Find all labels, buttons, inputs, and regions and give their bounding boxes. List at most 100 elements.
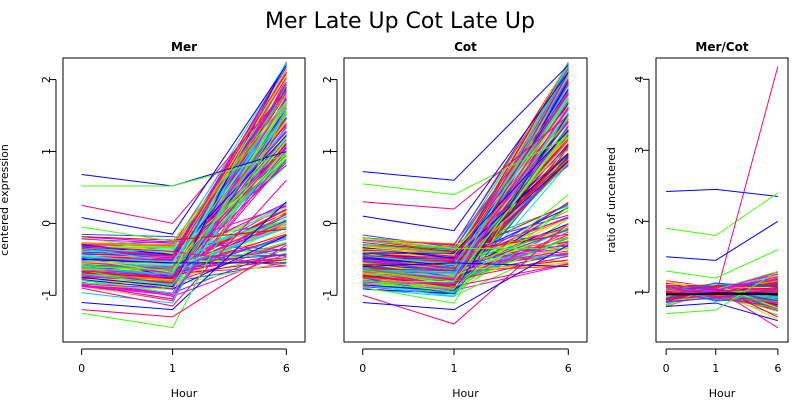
series-line (81, 258, 287, 264)
series-line (666, 270, 779, 315)
series-line (362, 95, 569, 266)
series-line (666, 286, 778, 303)
series-line (81, 143, 287, 280)
series-line (362, 72, 569, 232)
plot-frame (343, 57, 588, 343)
series-line (81, 154, 287, 187)
series-line (362, 163, 569, 297)
y-tick-label: 1 (321, 148, 334, 155)
x-tick-label: 6 (565, 362, 572, 375)
series-line (362, 231, 569, 285)
y-axis-label: ratio of uncentered (605, 147, 618, 253)
series-line (81, 100, 287, 242)
series-line (666, 283, 779, 309)
series-line (81, 228, 287, 241)
series-line (81, 149, 287, 295)
series-lines (362, 61, 569, 325)
series-line (81, 131, 287, 259)
series-line (666, 188, 778, 197)
x-axis-label: Hour (171, 387, 198, 400)
series-line (81, 233, 287, 257)
series-line (666, 302, 778, 322)
series-line (81, 244, 287, 318)
series-line (81, 84, 287, 304)
series-line (81, 117, 287, 268)
panel-mer: Mer -1 0 1 2 0 1 6 Hour centered expression (0, 40, 306, 400)
plot-frame (62, 57, 306, 343)
y-tick-label: 2 (40, 76, 53, 83)
series-line (81, 64, 287, 235)
series-line (362, 64, 569, 181)
panel-title: Mer/Cot (695, 40, 748, 54)
figure-title: Mer Late Up Cot Late Up (265, 9, 535, 34)
y-tick-label: 2 (321, 76, 334, 83)
series-line (362, 217, 569, 257)
series-line (81, 201, 287, 311)
series-line (362, 89, 569, 267)
series-line (362, 93, 569, 260)
x-tick-label: 0 (78, 362, 85, 375)
series-lines (81, 61, 287, 329)
x-axis-label: Hour (452, 387, 479, 400)
series-line (362, 233, 569, 253)
series-line (81, 245, 287, 267)
x-axis-label: Hour (709, 387, 736, 400)
series-line (81, 111, 287, 329)
series-line (666, 249, 779, 279)
series-line (81, 72, 287, 257)
x-tick-label: 1 (712, 362, 719, 375)
y-tick-label: 4 (633, 76, 646, 83)
series-line (81, 104, 287, 246)
series-line (362, 228, 569, 272)
y-tick-label: 3 (633, 147, 646, 154)
series-line (81, 107, 287, 263)
series-line (666, 192, 779, 237)
y-tick-label: -1 (321, 290, 334, 301)
series-line (81, 96, 287, 290)
y-tick-label: 2 (633, 218, 646, 225)
series-line (362, 237, 569, 250)
x-tick-label: 6 (283, 362, 290, 375)
series-line (362, 115, 569, 210)
series-lines (665, 66, 779, 329)
series-line (362, 244, 569, 311)
series-line (666, 288, 778, 293)
y-tick-label: 0 (321, 220, 334, 227)
series-line (81, 94, 287, 247)
x-tick-label: 0 (663, 362, 670, 375)
series-line (666, 220, 779, 261)
series-line (362, 194, 569, 289)
plot-frame (655, 57, 789, 343)
series-line (666, 286, 778, 302)
series-line (81, 90, 287, 224)
series-line (362, 132, 569, 282)
y-tick-label: 1 (40, 148, 53, 155)
series-line (362, 112, 569, 275)
series-line (81, 179, 287, 307)
series-line (362, 136, 569, 196)
y-tick-label: 0 (40, 220, 53, 227)
x-tick-label: 1 (450, 362, 457, 375)
panel-title: Cot (454, 40, 477, 54)
panel-cot: Cot -1 0 1 2 0 1 6 Hour (321, 40, 588, 400)
series-line (666, 66, 779, 297)
y-tick-label: 1 (633, 289, 646, 296)
x-tick-label: 1 (169, 362, 176, 375)
series-line (362, 206, 569, 293)
y-tick-label: -1 (40, 290, 53, 301)
series-line (81, 113, 287, 286)
panel-mer-cot: Mer/Cot 1 2 3 4 0 1 6 Hour ratio of uncentered (605, 40, 789, 400)
series-line (81, 70, 287, 273)
reference-line (666, 292, 778, 296)
series-line (81, 136, 287, 271)
series-line (362, 262, 569, 268)
series-line (81, 146, 287, 277)
series-line (362, 130, 569, 254)
x-tick-label: 6 (774, 362, 781, 375)
panel-title: Mer (171, 40, 197, 54)
y-axis-label: centered expression (0, 144, 11, 256)
series-line (81, 61, 287, 288)
x-tick-label: 0 (359, 362, 366, 375)
